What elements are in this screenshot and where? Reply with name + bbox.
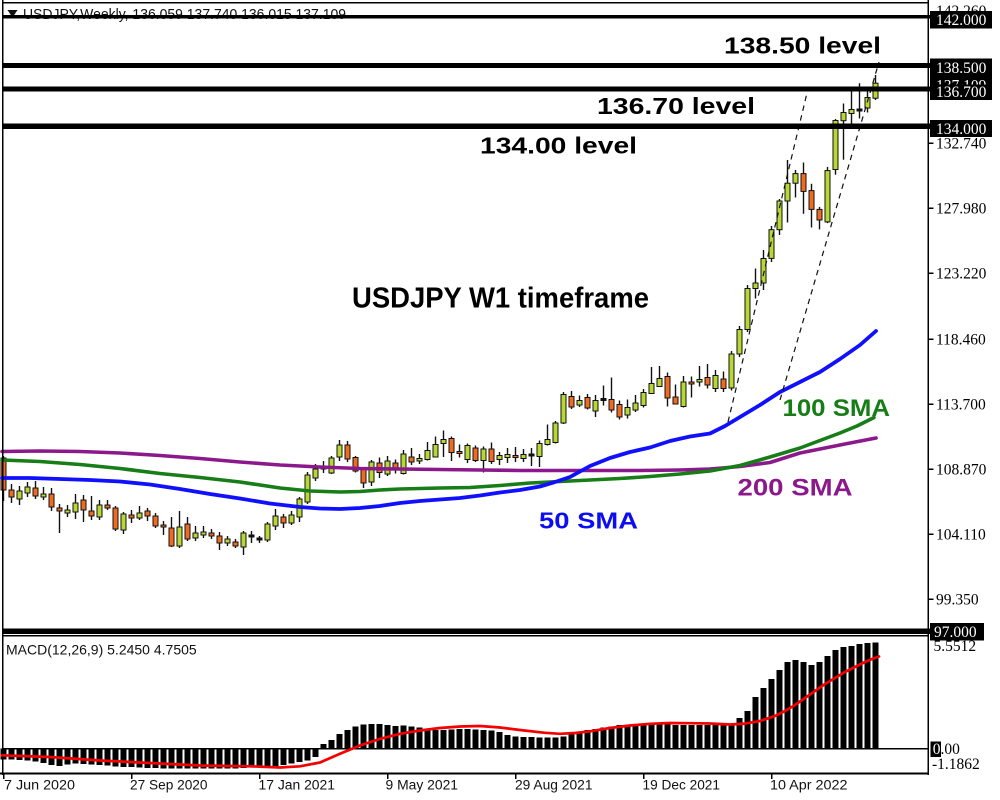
svg-text:134.000: 134.000: [936, 121, 987, 138]
svg-text:USDJPY W1 timeframe: USDJPY W1 timeframe: [352, 283, 649, 315]
svg-text:123.220: 123.220: [936, 265, 987, 282]
svg-text:118.460: 118.460: [936, 331, 986, 348]
svg-text:-1.1862: -1.1862: [932, 756, 980, 773]
svg-text:MACD(12,26,9) 5.2450 4.7505: MACD(12,26,9) 5.2450 4.7505: [6, 642, 197, 658]
svg-text:132.740: 132.740: [936, 135, 987, 152]
svg-text:138.500: 138.500: [936, 60, 987, 77]
svg-text:USDJPY,Weekly, 136.059 137.740: USDJPY,Weekly, 136.059 137.740 136.015 1…: [23, 6, 346, 23]
svg-text:7 Jun 2020: 7 Jun 2020: [4, 777, 75, 792]
svg-text:138.50 level: 138.50 level: [724, 32, 881, 58]
svg-text:142.000: 142.000: [936, 12, 987, 29]
svg-text:200 SMA: 200 SMA: [738, 475, 853, 502]
svg-text:.00: .00: [941, 741, 961, 758]
svg-text:29 Aug 2021: 29 Aug 2021: [515, 777, 593, 792]
svg-text:50 SMA: 50 SMA: [539, 508, 638, 534]
svg-text:0: 0: [933, 741, 941, 758]
svg-text:134.00 level: 134.00 level: [480, 133, 637, 159]
svg-text:127.980: 127.980: [936, 200, 987, 217]
svg-text:27 Sep 2020: 27 Sep 2020: [130, 777, 208, 792]
svg-text:10 Apr 2022: 10 Apr 2022: [770, 777, 848, 792]
svg-text:99.350: 99.350: [936, 591, 979, 608]
svg-text:19 Dec 2021: 19 Dec 2021: [643, 777, 721, 792]
svg-text:5.5512: 5.5512: [934, 638, 977, 655]
svg-text:113.700: 113.700: [936, 396, 986, 413]
svg-text:17 Jan 2021: 17 Jan 2021: [259, 777, 336, 792]
svg-text:100 SMA: 100 SMA: [783, 395, 891, 422]
svg-text:9 May 2021: 9 May 2021: [386, 777, 459, 792]
svg-text:136.70 level: 136.70 level: [597, 93, 755, 119]
svg-text:108.870: 108.870: [936, 461, 987, 478]
svg-text:136.700: 136.700: [936, 84, 987, 101]
svg-text:104.110: 104.110: [936, 526, 986, 543]
svg-text:97.000: 97.000: [934, 624, 977, 641]
